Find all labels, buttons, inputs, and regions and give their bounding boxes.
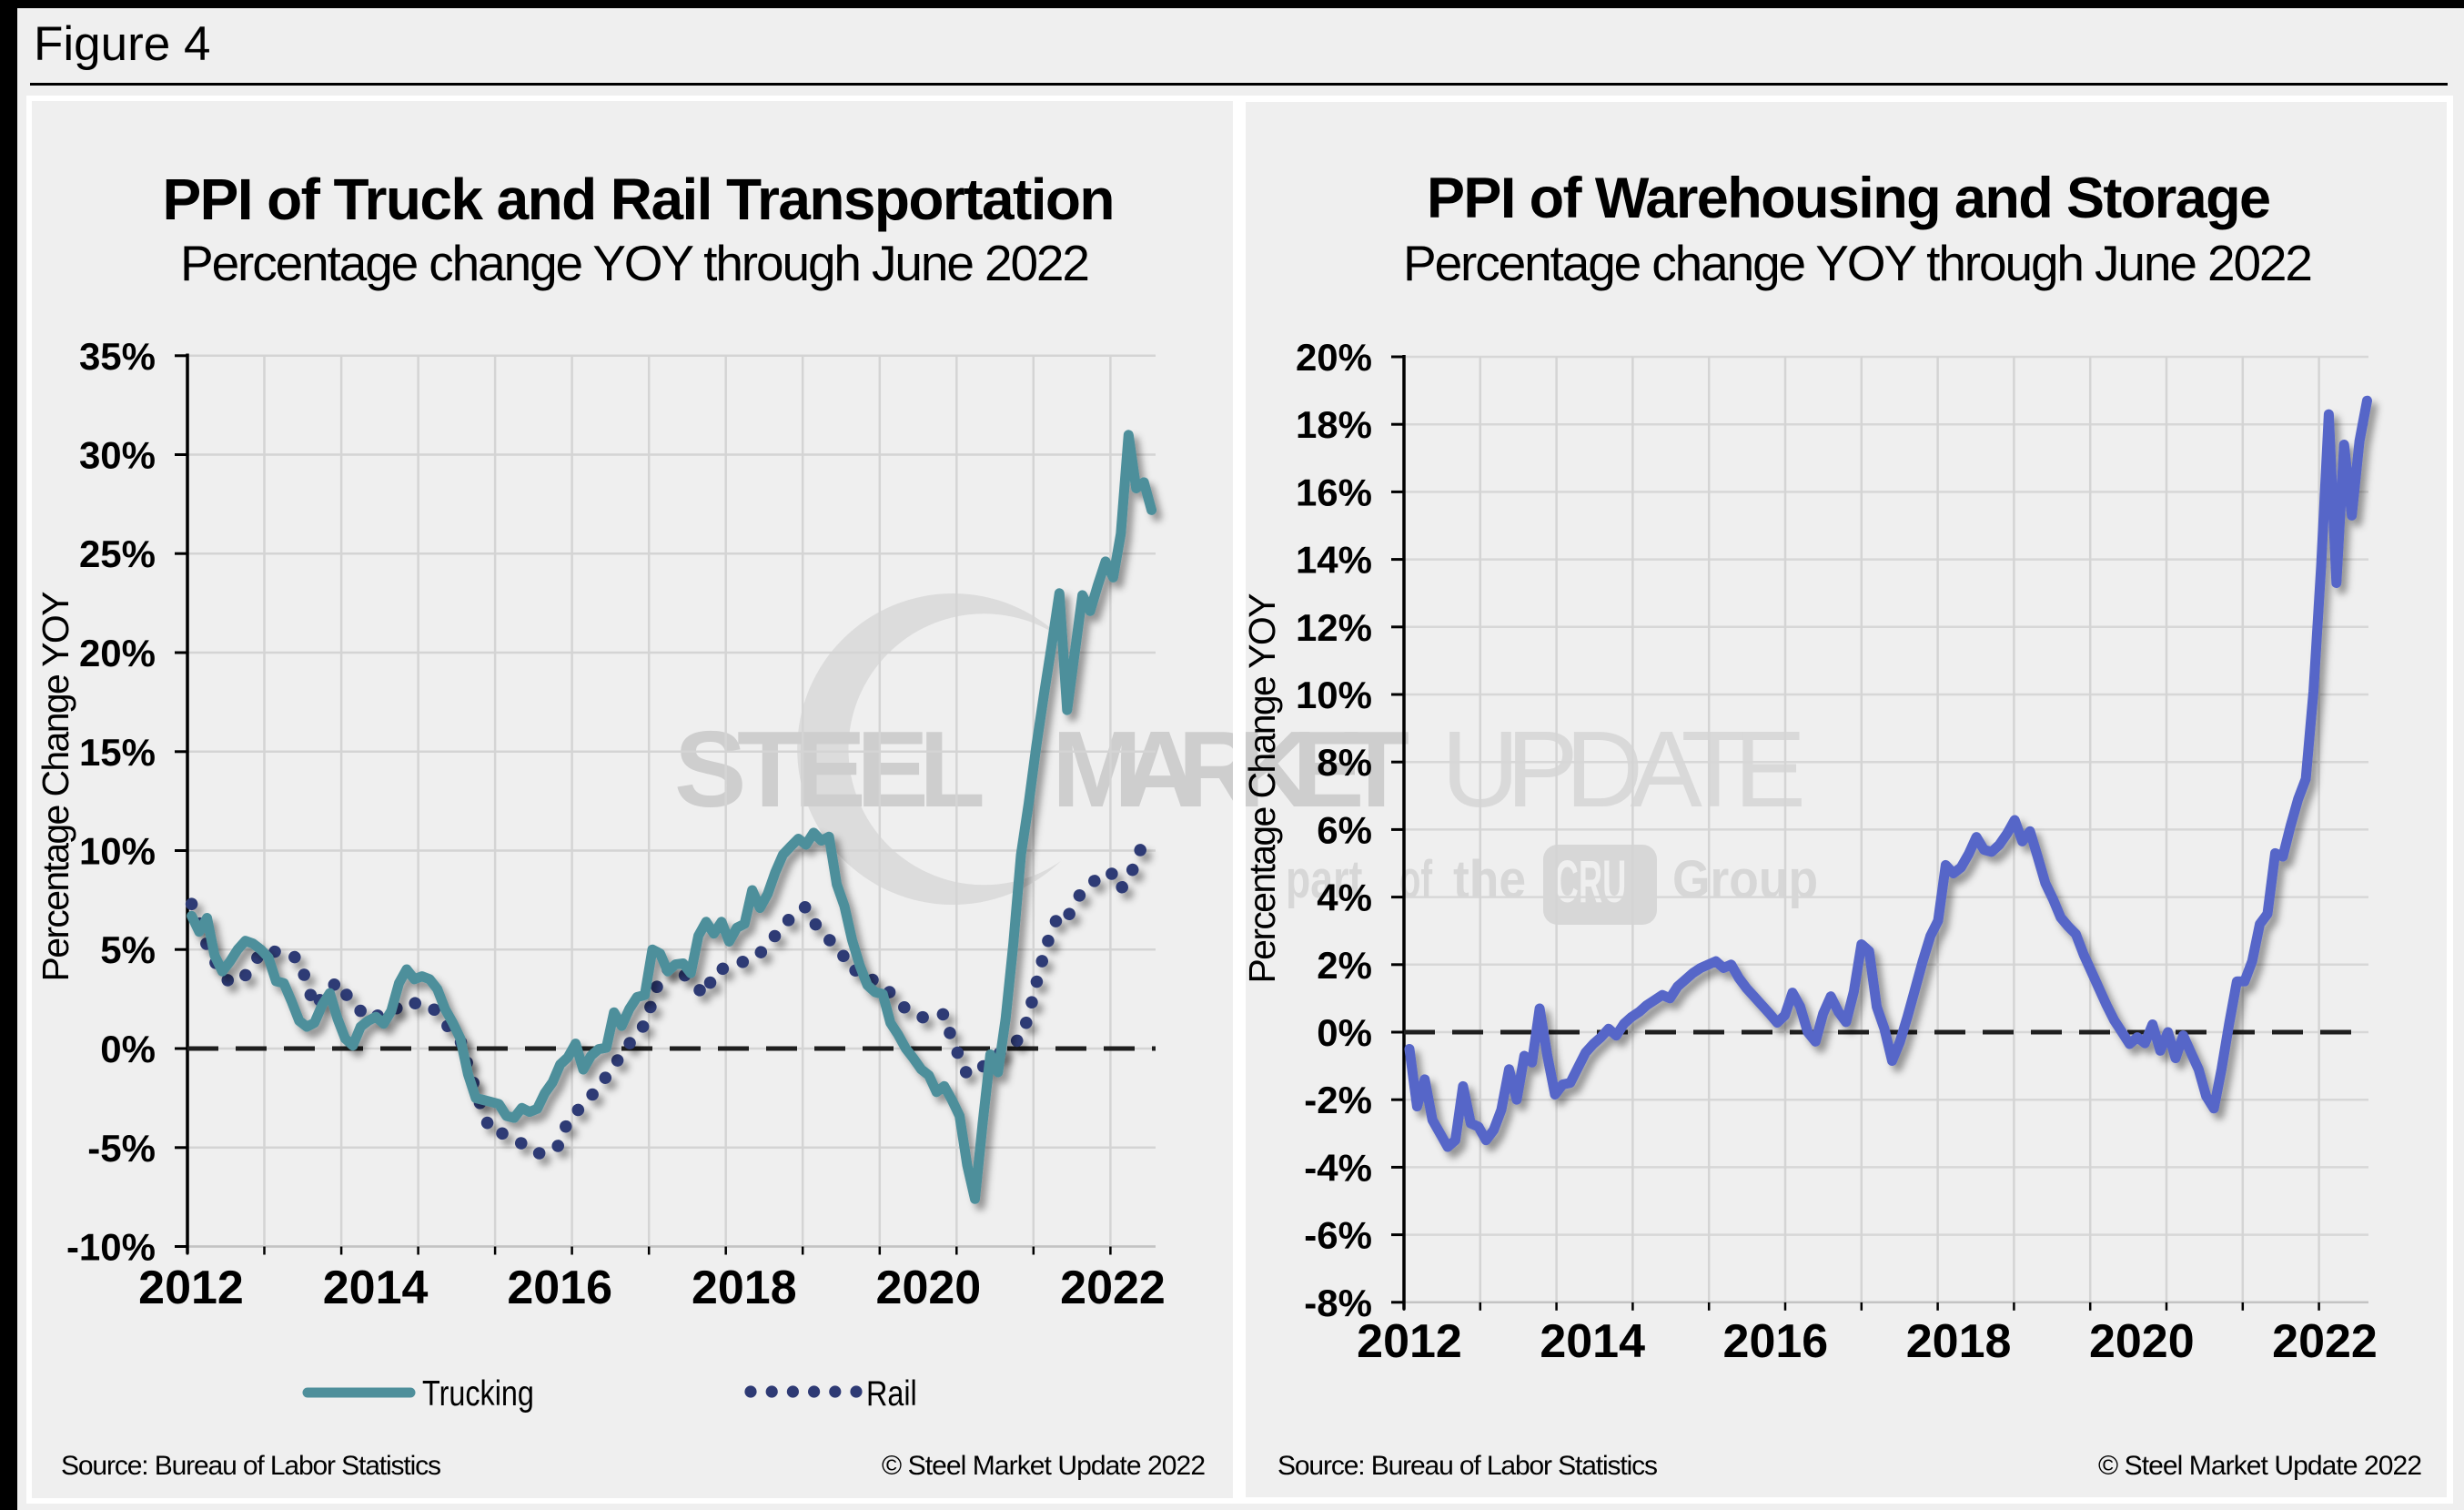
svg-text:Percentage change YOY through: Percentage change YOY through June 2022 <box>180 235 1090 291</box>
svg-text:2018: 2018 <box>1906 1315 2012 1368</box>
svg-text:2020: 2020 <box>876 1262 982 1314</box>
svg-text:Source: Bureau of Labor Statis: Source: Bureau of Labor Statistics <box>61 1451 441 1481</box>
svg-text:CRU: CRU <box>1555 849 1627 916</box>
svg-text:0%: 0% <box>100 1028 156 1070</box>
svg-text:2022: 2022 <box>1060 1262 1166 1314</box>
svg-text:10%: 10% <box>79 830 156 873</box>
svg-text:2%: 2% <box>1317 944 1372 987</box>
svg-text:Figure 4: Figure 4 <box>34 17 210 71</box>
svg-text:0%: 0% <box>1317 1011 1372 1054</box>
svg-text:UPDATE: UPDATE <box>1441 709 1806 830</box>
svg-text:2016: 2016 <box>507 1262 612 1314</box>
svg-text:Trucking: Trucking <box>422 1373 534 1414</box>
svg-text:-5%: -5% <box>87 1127 156 1170</box>
svg-text:2012: 2012 <box>138 1262 244 1314</box>
svg-text:-10%: -10% <box>66 1226 156 1269</box>
svg-text:10%: 10% <box>1296 674 1372 716</box>
svg-text:8%: 8% <box>1317 741 1372 784</box>
svg-text:© Steel Market Update 2022: © Steel Market Update 2022 <box>2098 1451 2422 1481</box>
svg-text:5%: 5% <box>100 928 156 971</box>
svg-text:2014: 2014 <box>1540 1315 1645 1368</box>
svg-text:PPI of Truck and Rail Transpor: PPI of Truck and Rail Transportation <box>163 167 1116 232</box>
svg-text:the: the <box>1453 850 1526 909</box>
svg-text:PPI of Warehousing and Storage: PPI of Warehousing and Storage <box>1427 167 2271 230</box>
svg-text:-8%: -8% <box>1304 1282 1372 1324</box>
svg-text:6%: 6% <box>1317 808 1372 851</box>
svg-text:Rail: Rail <box>866 1373 917 1414</box>
svg-text:Percentage Change YOY: Percentage Change YOY <box>35 592 76 982</box>
svg-text:-2%: -2% <box>1304 1079 1372 1121</box>
svg-text:STEEL: STEEL <box>674 709 985 830</box>
svg-text:35%: 35% <box>79 335 156 378</box>
svg-text:25%: 25% <box>79 532 156 575</box>
svg-text:16%: 16% <box>1296 471 1372 513</box>
svg-text:20%: 20% <box>1296 336 1372 379</box>
svg-text:2018: 2018 <box>692 1262 797 1314</box>
svg-text:© Steel Market Update 2022: © Steel Market Update 2022 <box>882 1451 1206 1481</box>
svg-text:12%: 12% <box>1296 606 1372 649</box>
svg-text:2020: 2020 <box>2089 1315 2195 1368</box>
svg-text:2014: 2014 <box>323 1262 429 1314</box>
svg-text:part: part <box>1286 849 1362 908</box>
svg-text:18%: 18% <box>1296 403 1372 446</box>
svg-text:Percentage change YOY through: Percentage change YOY through June 2022 <box>1403 235 2313 291</box>
svg-text:2012: 2012 <box>1357 1315 1462 1368</box>
svg-text:15%: 15% <box>79 731 156 774</box>
svg-text:Group: Group <box>1672 850 1818 909</box>
svg-text:Source: Bureau of Labor Statis: Source: Bureau of Labor Statistics <box>1277 1451 1658 1481</box>
svg-text:-6%: -6% <box>1304 1214 1372 1257</box>
svg-text:14%: 14% <box>1296 539 1372 582</box>
svg-text:4%: 4% <box>1317 877 1372 919</box>
svg-text:2016: 2016 <box>1723 1315 1829 1368</box>
svg-text:2022: 2022 <box>2272 1315 2378 1368</box>
svg-text:20%: 20% <box>79 632 156 674</box>
svg-text:-4%: -4% <box>1304 1146 1372 1189</box>
svg-text:Percentage Change YOY: Percentage Change YOY <box>1241 593 1283 984</box>
svg-text:30%: 30% <box>79 434 156 477</box>
